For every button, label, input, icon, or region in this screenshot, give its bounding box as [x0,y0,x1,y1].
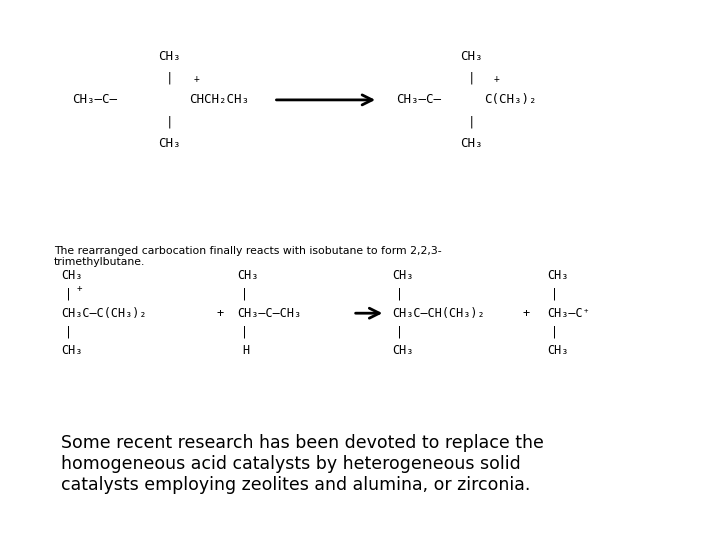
Text: CH₃–C–: CH₃–C– [396,93,441,106]
Text: +: + [77,285,82,293]
Text: CH₃: CH₃ [547,345,569,357]
Text: |: | [468,115,475,128]
Text: CH₃: CH₃ [547,269,569,282]
Text: CH₃–C⁺: CH₃–C⁺ [547,307,590,320]
Text: CH₃: CH₃ [238,269,259,282]
Text: |: | [551,326,558,339]
Text: C(CH₃)₂: C(CH₃)₂ [485,93,537,106]
Text: |: | [166,115,173,128]
Text: H: H [243,345,250,357]
Text: +: + [194,75,199,84]
Text: |: | [166,72,173,85]
Text: |: | [396,288,403,301]
Text: |: | [551,288,558,301]
Text: CH₃: CH₃ [460,50,483,63]
Text: |: | [241,288,248,301]
Text: CH₃: CH₃ [392,345,414,357]
Text: CH₃–C–: CH₃–C– [72,93,117,106]
Text: Some recent research has been devoted to replace the
homogeneous acid catalysts : Some recent research has been devoted to… [61,435,544,494]
Text: +: + [522,307,529,320]
Text: CH₃: CH₃ [158,137,181,150]
Text: CH₃–C–CH₃: CH₃–C–CH₃ [238,307,302,320]
Text: |: | [65,326,72,339]
Text: CH₃: CH₃ [61,345,83,357]
Text: The rearranged carbocation finally reacts with isobutane to form 2,2,3-
trimethy: The rearranged carbocation finally react… [54,246,441,267]
Text: CH₃: CH₃ [460,137,483,150]
Text: CH₃: CH₃ [158,50,181,63]
Text: |: | [241,326,248,339]
Text: |: | [468,72,475,85]
Text: CH₃C–C(CH₃)₂: CH₃C–C(CH₃)₂ [61,307,147,320]
Text: CHCH₂CH₃: CHCH₂CH₃ [189,93,249,106]
Text: CH₃C–CH(CH₃)₂: CH₃C–CH(CH₃)₂ [392,307,485,320]
Text: |: | [396,326,403,339]
Text: |: | [65,288,72,301]
Text: +: + [494,75,500,84]
Text: +: + [216,307,223,320]
Text: CH₃: CH₃ [61,269,83,282]
Text: CH₃: CH₃ [392,269,414,282]
